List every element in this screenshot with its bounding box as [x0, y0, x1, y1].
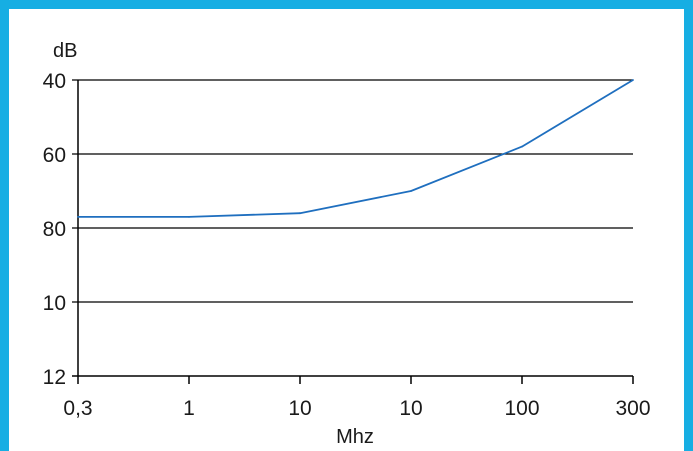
- x-axis-title: Mhz: [336, 426, 374, 448]
- y-tick-labels: 40 60 80 10 12: [43, 70, 66, 389]
- y-axis-title: dB: [53, 40, 77, 62]
- y-tick-label: 10: [43, 292, 66, 315]
- x-tick-label: 0,3: [63, 397, 92, 420]
- y-tick-label: 60: [43, 144, 66, 167]
- y-tick-label: 12: [43, 366, 66, 389]
- y-tick-label: 80: [43, 218, 66, 241]
- y-tick-label: 40: [43, 70, 66, 93]
- x-tick-label: 300: [615, 397, 650, 420]
- data-point: [77, 216, 79, 218]
- series-line: [78, 79, 634, 218]
- data-point: [188, 216, 190, 218]
- data-point: [299, 212, 301, 215]
- data-point: [410, 190, 412, 192]
- x-tick-label: 10: [288, 397, 311, 420]
- x-tick-label: 1: [183, 397, 195, 420]
- x-tick-label: 100: [504, 397, 539, 420]
- gridlines: [72, 79, 633, 303]
- data-point: [521, 145, 523, 148]
- series: [77, 79, 634, 218]
- x-tick-label: 10: [399, 397, 422, 420]
- axes: [72, 80, 633, 377]
- x-tick-labels: 0,3 1 10 10 100 300: [63, 397, 650, 420]
- data-point: [632, 79, 634, 81]
- x-ticks: [77, 376, 634, 384]
